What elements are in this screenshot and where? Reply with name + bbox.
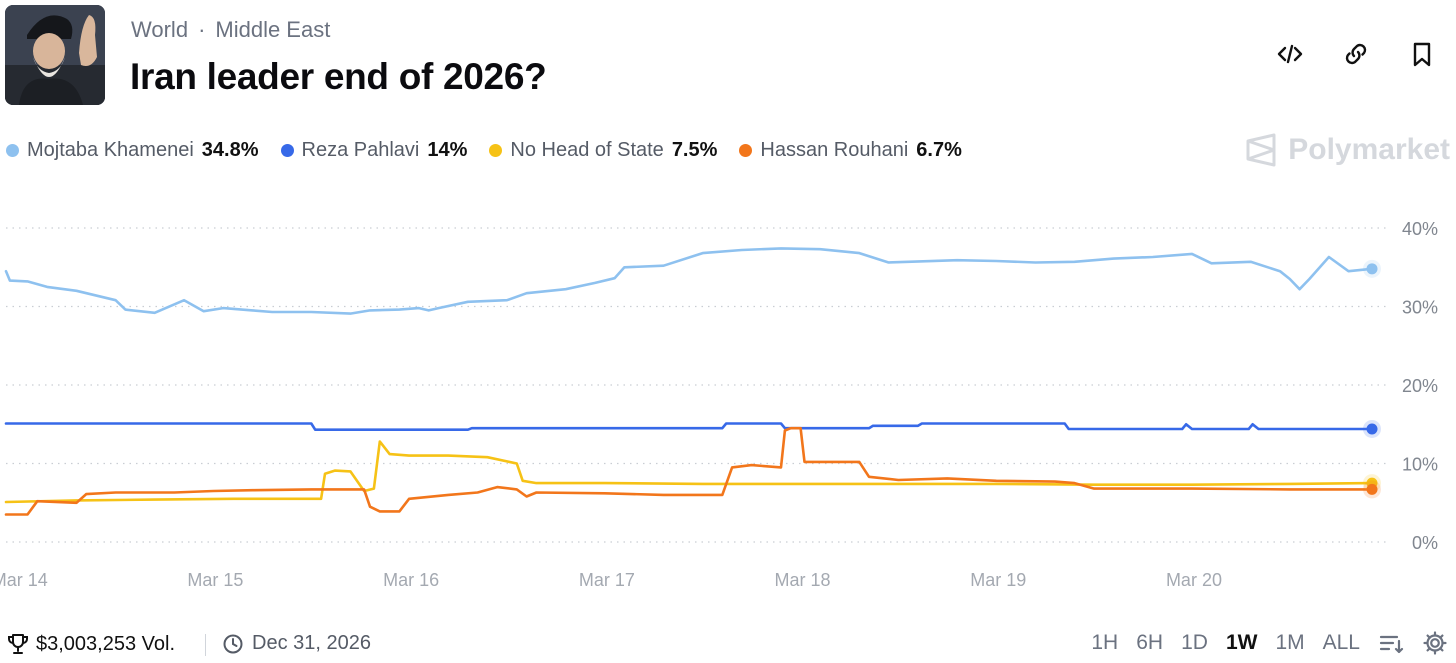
legend-name: Hassan Rouhani — [760, 139, 909, 161]
breadcrumb-item-world[interactable]: World — [131, 17, 189, 42]
series-end-point — [1366, 423, 1378, 435]
end-date-value: Dec 31, 2026 — [252, 632, 371, 654]
range-all[interactable]: ALL — [1322, 631, 1360, 654]
legend-dot — [739, 144, 753, 157]
portrait-image — [5, 5, 105, 105]
y-tick-label: 40% — [1402, 219, 1438, 239]
legend-name: No Head of State — [510, 139, 664, 161]
chart-legend: Mojtaba Khamenei 34.8% Reza Pahlavi 14% … — [6, 139, 984, 162]
footer-divider — [205, 634, 206, 656]
chart-grid — [6, 227, 1388, 543]
bookmark-icon — [1413, 42, 1431, 67]
header-actions — [1276, 36, 1436, 72]
chart-series — [4, 247, 1381, 516]
x-tick-label: Mar 18 — [775, 570, 831, 590]
market-header: World · Middle East Iran leader end of 2… — [0, 0, 1456, 120]
clock-icon — [223, 634, 243, 653]
range-1m[interactable]: 1M — [1275, 631, 1305, 654]
volume-value: $3,003,253 Vol. — [36, 632, 176, 655]
legend-dot — [6, 144, 19, 157]
brand-label: Polymarket — [1288, 133, 1450, 166]
series-end-point — [1366, 483, 1378, 495]
x-axis-ticks: Mar 14 Mar 15 Mar 16 Mar 17 Mar 18 Mar 19 Mar … — [0, 570, 1222, 590]
breadcrumb-item-middle-east[interactable]: Middle East — [215, 17, 331, 42]
legend-value: 7.5% — [671, 139, 718, 161]
time-range-selector: 1H 6H 1D 1W 1M ALL — [1091, 630, 1448, 656]
trophy-icon — [8, 634, 28, 654]
x-tick-label: Mar 14 — [0, 570, 48, 590]
polymarket-logo-icon — [1246, 133, 1276, 167]
market-footer: $3,003,253 Vol. Dec 31, 2026 1H 6H 1D 1W… — [0, 622, 1456, 663]
series-line — [4, 422, 1374, 431]
legend-item-hassan-rouhani[interactable]: Hassan Rouhani 6.7% — [739, 139, 962, 162]
page-title: Iran leader end of 2026? — [130, 56, 547, 97]
y-tick-label: 0% — [1412, 533, 1438, 553]
series-line — [4, 440, 1374, 504]
y-tick-label: 20% — [1402, 376, 1438, 396]
brand-watermark: Polymarket — [1244, 133, 1450, 167]
range-1h[interactable]: 1H — [1091, 631, 1119, 654]
legend-value: 14% — [427, 139, 468, 161]
x-tick-label: Mar 19 — [970, 570, 1026, 590]
series-line — [4, 247, 1374, 315]
end-date-info: Dec 31, 2026 — [222, 632, 371, 655]
legend-item-mojtaba-khamenei[interactable]: Mojtaba Khamenei 34.8% — [6, 139, 259, 162]
x-tick-label: Mar 20 — [1166, 570, 1222, 590]
legend-value: 6.7% — [916, 139, 962, 161]
copy-link-button[interactable] — [1342, 36, 1370, 72]
legend-value: 34.8% — [201, 139, 259, 161]
legend-item-reza-pahlavi[interactable]: Reza Pahlavi 14% — [280, 139, 468, 162]
filter-sort-icon[interactable] — [1378, 630, 1404, 656]
legend-dot — [280, 144, 294, 157]
series-line — [4, 426, 1374, 516]
embed-icon — [1277, 44, 1303, 64]
link-icon — [1345, 43, 1367, 65]
y-axis-ticks: 0% 10% 20% 30% 40% — [1402, 219, 1438, 553]
y-tick-label: 30% — [1402, 298, 1438, 318]
bookmark-button[interactable] — [1408, 36, 1436, 72]
series-end-point — [1366, 263, 1378, 275]
legend-name: Reza Pahlavi — [301, 139, 420, 161]
x-tick-label: Mar 15 — [187, 570, 243, 590]
market-image — [5, 5, 105, 105]
embed-button[interactable] — [1276, 36, 1304, 72]
x-tick-label: Mar 17 — [579, 570, 635, 590]
volume-info: $3,003,253 Vol. — [6, 632, 175, 656]
x-tick-label: Mar 16 — [383, 570, 439, 590]
legend-name: Mojtaba Khamenei — [27, 139, 194, 161]
breadcrumb: World · Middle East — [131, 17, 330, 43]
y-tick-label: 10% — [1402, 455, 1438, 475]
settings-gear-icon[interactable] — [1422, 630, 1448, 656]
legend-item-no-head-of-state[interactable]: No Head of State 7.5% — [489, 139, 717, 162]
range-1d[interactable]: 1D — [1181, 631, 1208, 654]
legend-dot — [489, 144, 503, 157]
breadcrumb-separator: · — [198, 17, 206, 42]
range-1w[interactable]: 1W — [1225, 631, 1258, 654]
range-6h[interactable]: 6H — [1136, 631, 1164, 654]
